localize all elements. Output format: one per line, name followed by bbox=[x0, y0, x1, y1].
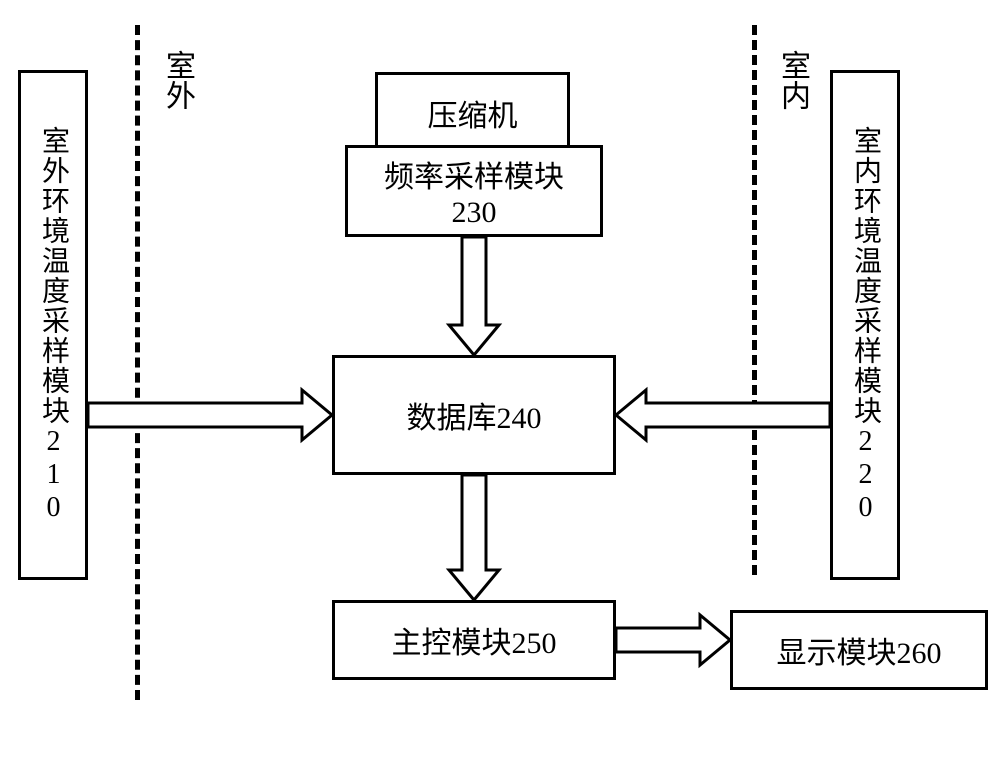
node-main-control: 主控模块250 bbox=[332, 600, 616, 680]
node-outdoor-module: 室外环境温度采样模块210 bbox=[18, 70, 88, 580]
node-compressor-label: 压缩机 bbox=[428, 91, 518, 135]
node-display-label: 显示模块260 bbox=[777, 628, 942, 672]
node-freq-label2: 230 bbox=[384, 196, 564, 230]
arrow-main-to-display bbox=[616, 615, 730, 665]
arrow-db-to-main bbox=[449, 475, 499, 600]
arrow-freq-to-db bbox=[449, 237, 499, 355]
node-indoor-label: 室内环境温度采样模块220 bbox=[845, 126, 885, 525]
node-display: 显示模块260 bbox=[730, 610, 988, 690]
node-main-label: 主控模块250 bbox=[392, 618, 557, 662]
node-compressor: 压缩机 bbox=[375, 72, 570, 150]
arrow-outdoor-to-db bbox=[88, 390, 332, 440]
node-database-label: 数据库240 bbox=[407, 393, 542, 437]
node-freq-label1: 频率采样模块 bbox=[384, 152, 564, 196]
node-database: 数据库240 bbox=[332, 355, 616, 475]
node-freq-module: 频率采样模块 230 bbox=[345, 145, 603, 237]
arrow-indoor-to-db bbox=[616, 390, 830, 440]
node-indoor-module: 室内环境温度采样模块220 bbox=[830, 70, 900, 580]
node-outdoor-label: 室外环境温度采样模块210 bbox=[33, 126, 73, 525]
